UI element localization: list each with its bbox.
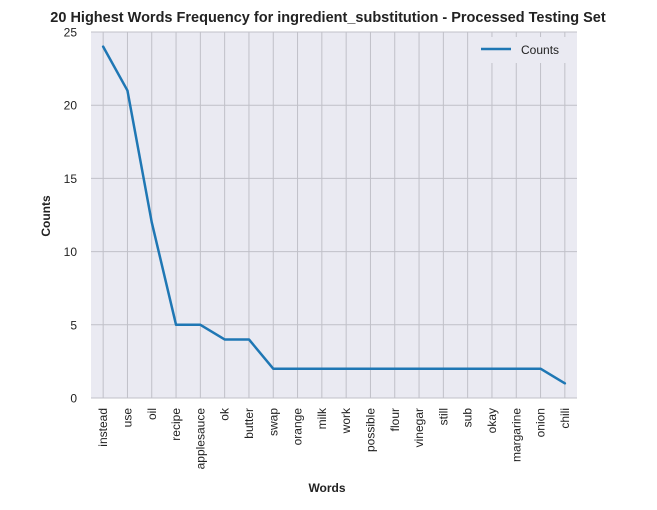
x-tick-label: butter xyxy=(242,408,256,439)
x-tick-label: applesauce xyxy=(193,408,207,470)
x-tick-label: ok xyxy=(218,407,232,421)
x-tick-label: use xyxy=(120,408,134,428)
y-tick-label: 0 xyxy=(70,392,77,406)
legend: Counts xyxy=(471,37,569,63)
y-tick-label: 20 xyxy=(64,99,78,113)
y-tick-label: 5 xyxy=(70,318,77,332)
x-tick-label: flour xyxy=(388,408,402,431)
x-tick-label: orange xyxy=(291,408,305,446)
x-tick-label: swap xyxy=(266,408,280,436)
x-tick-label: work xyxy=(339,407,353,434)
x-tick-label: still xyxy=(436,408,450,425)
x-tick-label: vinegar xyxy=(412,408,426,447)
y-tick-label: 10 xyxy=(64,245,78,259)
x-tick-label: chili xyxy=(558,408,572,429)
y-tick-label: 15 xyxy=(64,172,78,186)
y-axis-label: Counts xyxy=(39,195,53,237)
plot-area xyxy=(91,32,577,398)
x-tick-label: margarine xyxy=(509,408,523,462)
x-tick-label: sub xyxy=(461,408,475,428)
x-tick-label: onion xyxy=(534,408,548,437)
chart-title: 20 Highest Words Frequency for ingredien… xyxy=(50,10,606,26)
x-tick-label: recipe xyxy=(169,408,183,441)
y-tick-label: 25 xyxy=(64,26,78,40)
x-tick-label: okay xyxy=(485,408,499,433)
x-tick-label: milk xyxy=(315,407,329,429)
x-tick-label: oil xyxy=(145,408,159,420)
x-tick-label: possible xyxy=(363,408,377,452)
x-axis-label: Words xyxy=(308,481,345,495)
legend-label: Counts xyxy=(521,43,559,57)
x-tick-label: instead xyxy=(96,408,110,447)
